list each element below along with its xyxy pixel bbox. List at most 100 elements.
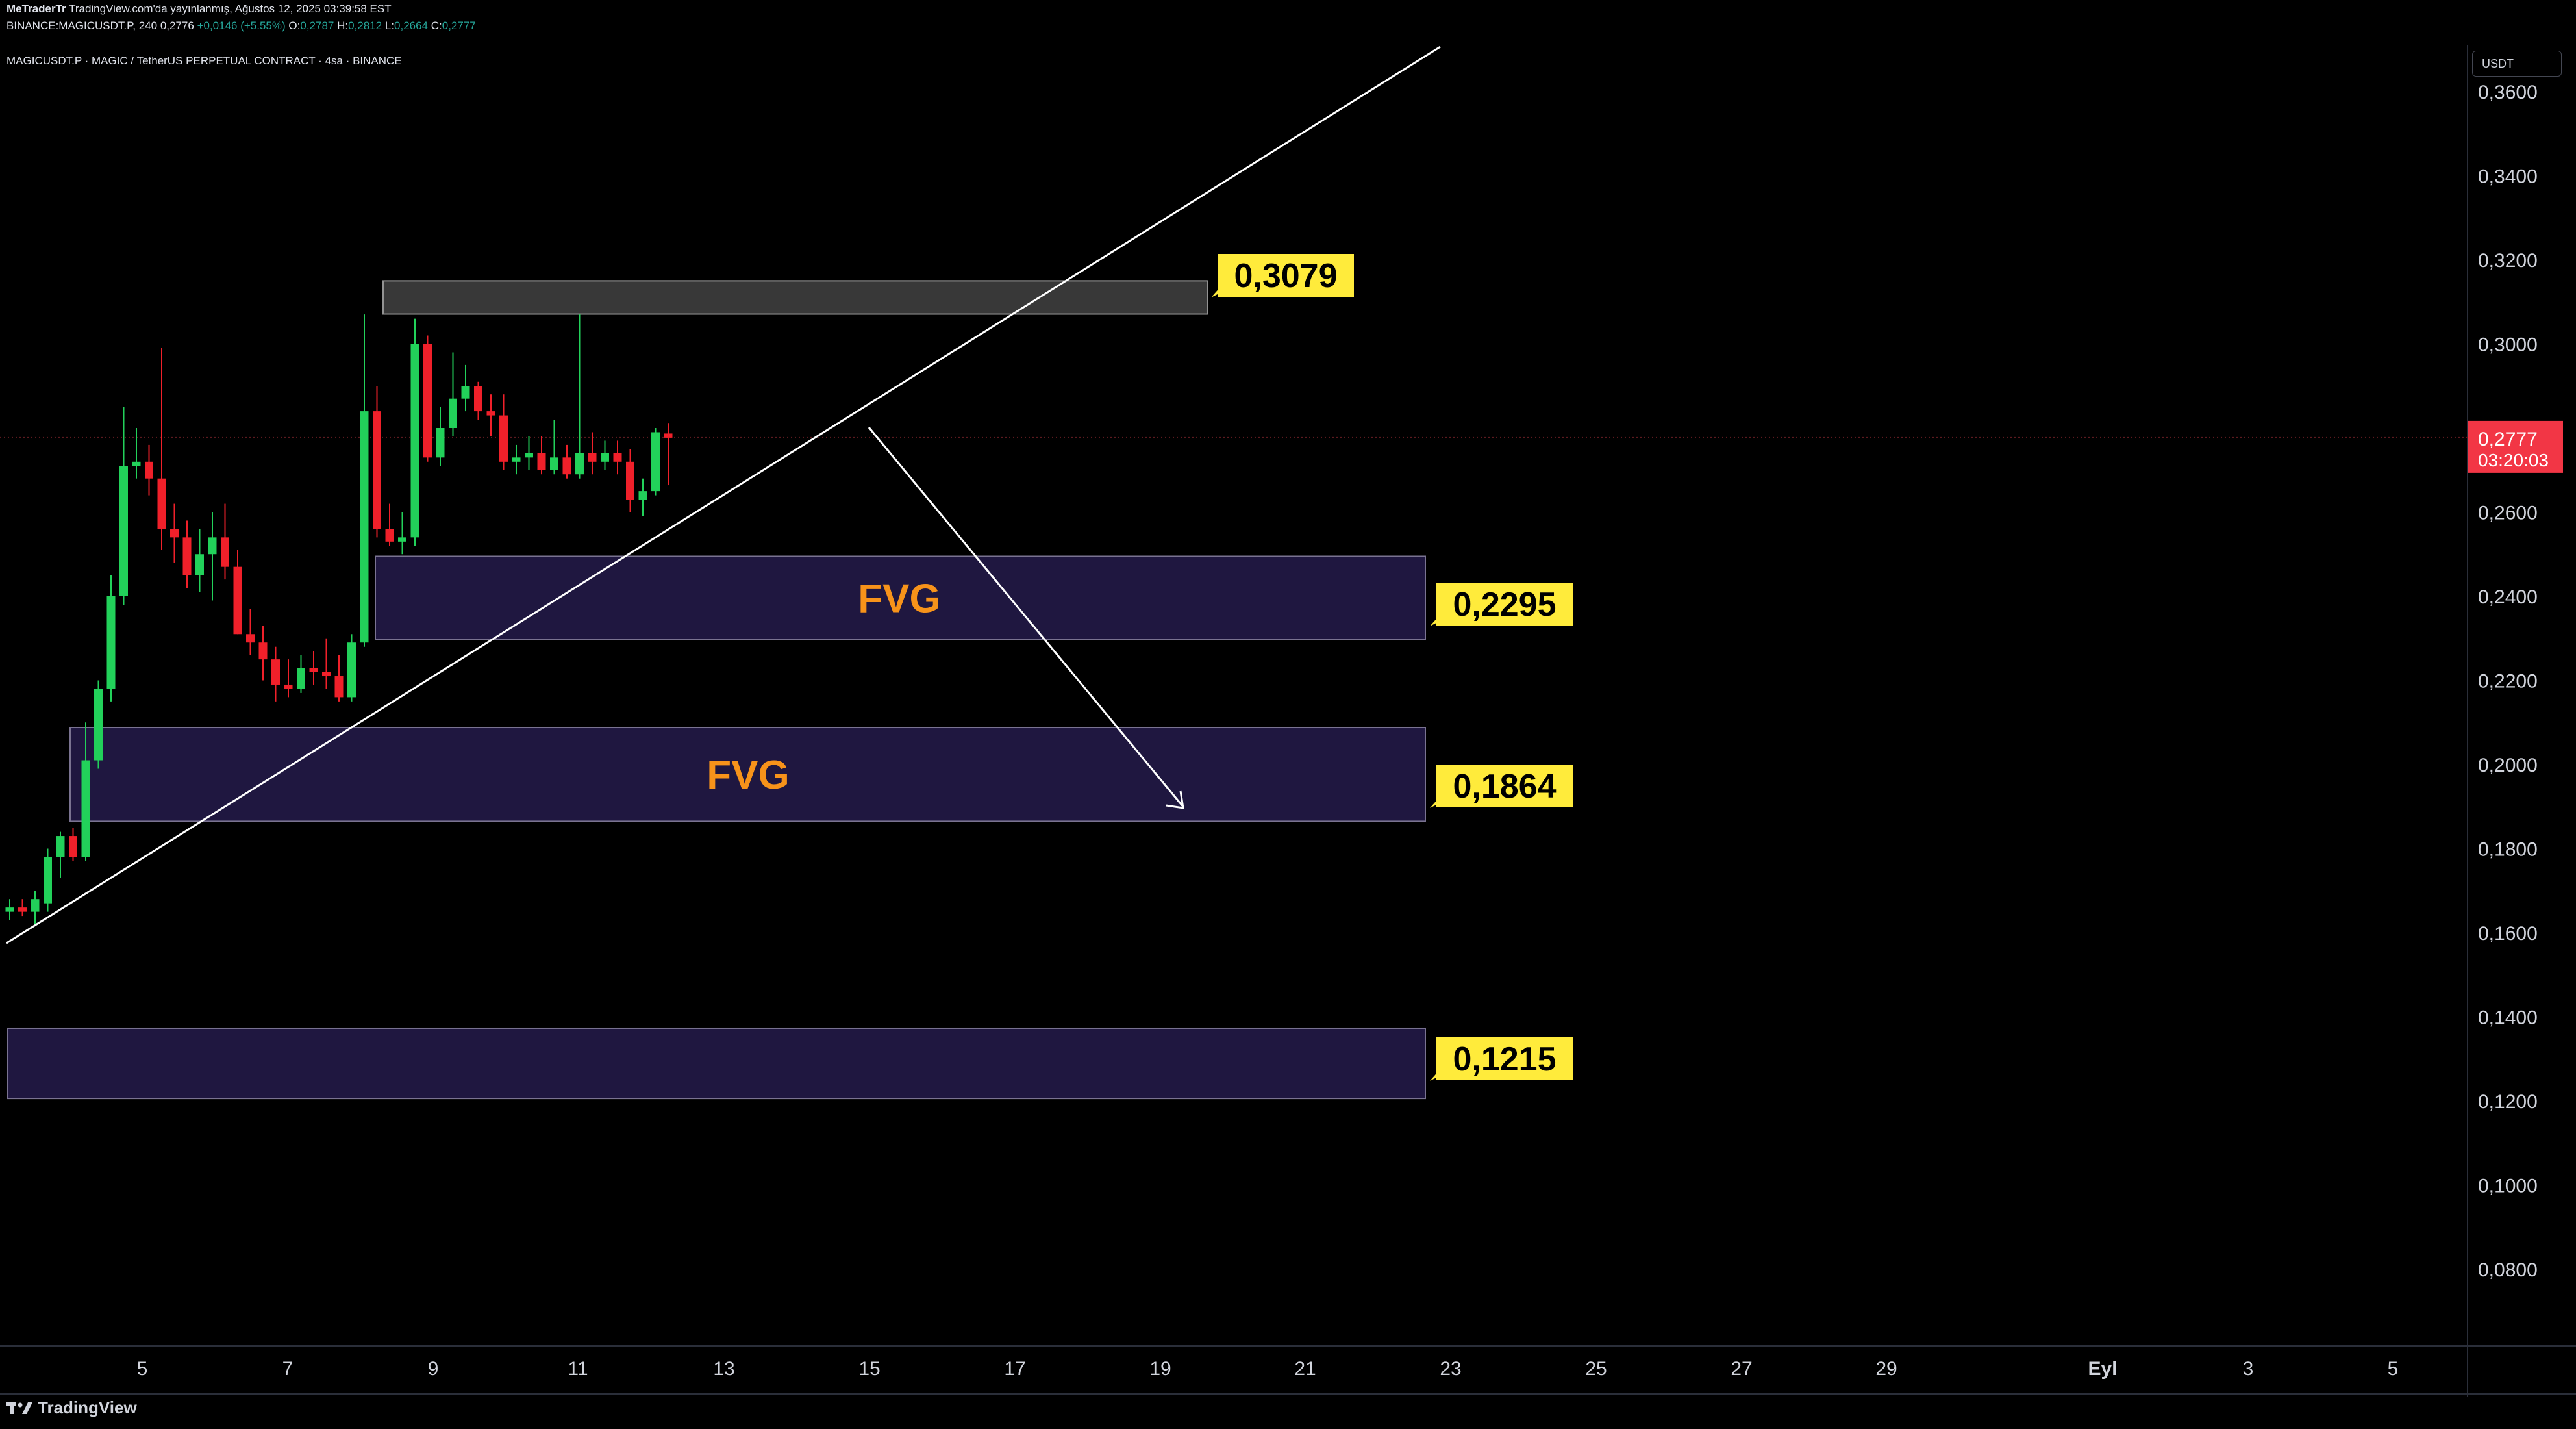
- candle: [208, 512, 217, 601]
- candle: [56, 831, 65, 878]
- candle-body: [170, 529, 179, 538]
- candle: [322, 638, 331, 689]
- candle-body: [132, 461, 141, 466]
- candle: [347, 634, 356, 702]
- candle-body: [638, 491, 647, 500]
- candle-body: [246, 634, 255, 643]
- candle-body: [31, 899, 40, 912]
- candle: [664, 423, 673, 486]
- instrument-title: MAGICUSDT.P · MAGIC / TetherUS PERPETUAL…: [6, 55, 402, 67]
- candle: [410, 318, 419, 546]
- support-zone: [7, 1027, 1426, 1100]
- price-tick-label: 0,1600: [2478, 923, 2538, 944]
- candle: [562, 444, 571, 479]
- candle-body: [525, 453, 533, 458]
- candle: [18, 899, 27, 917]
- close-value: 0,2777: [442, 19, 476, 32]
- resistance-label-text: 0,3079: [1234, 257, 1337, 295]
- candle: [271, 646, 280, 702]
- candle: [398, 512, 406, 555]
- candle-body: [562, 457, 571, 475]
- publish-line: MeTraderTr TradingView.com'da yayınlanmı…: [6, 3, 392, 16]
- fvg-upper-label-text: 0,2295: [1453, 586, 1556, 624]
- candle-body: [195, 554, 204, 575]
- date-tick-label: 7: [282, 1358, 294, 1380]
- candle-body: [410, 344, 419, 538]
- candle-body: [664, 433, 673, 438]
- candle-body: [373, 411, 381, 529]
- fvg-lower-label-text: 0,1864: [1453, 768, 1556, 805]
- candle: [170, 503, 179, 563]
- price-tick-label: 0,3600: [2478, 82, 2538, 103]
- candle-body: [550, 457, 558, 470]
- candle-body: [322, 672, 331, 677]
- last-price: 0,2776: [160, 19, 194, 32]
- date-tick-label: 15: [858, 1358, 880, 1380]
- candle-body: [512, 457, 521, 462]
- currency-selector[interactable]: USDT: [2472, 51, 2562, 77]
- open-value: 0,2787: [300, 19, 334, 32]
- date-tick-label: 5: [2388, 1358, 2399, 1380]
- candle-body: [81, 760, 90, 857]
- candle: [436, 407, 445, 466]
- candle-body: [18, 907, 27, 912]
- symbol-ohlc-line: BINANCE:MAGICUSDT.P, 240 0,2776 +0,0146 …: [6, 19, 476, 32]
- price-tick-label: 0,0800: [2478, 1259, 2538, 1281]
- price-tick-label: 0,1400: [2478, 1007, 2538, 1029]
- candle-body: [106, 596, 116, 689]
- candle: [601, 440, 609, 470]
- date-tick-label: 9: [428, 1358, 439, 1380]
- candle: [512, 444, 521, 475]
- candle-body: [119, 466, 128, 596]
- candle: [360, 314, 369, 647]
- date-tick-label: 5: [137, 1358, 148, 1380]
- tradingview-logo[interactable]: TradingView: [6, 1398, 137, 1418]
- candle: [385, 503, 394, 546]
- candle: [145, 444, 153, 496]
- price-tick-label: 0,2400: [2478, 587, 2538, 608]
- candle: [132, 428, 141, 479]
- candle-body: [208, 537, 217, 555]
- date-tick-label: 27: [1731, 1358, 1752, 1380]
- candle: [233, 550, 242, 635]
- candle-body: [347, 642, 356, 698]
- candle-body: [360, 411, 369, 643]
- candle: [157, 348, 166, 550]
- candle: [94, 680, 103, 769]
- candle: [69, 828, 77, 861]
- candle: [5, 899, 14, 920]
- candle: [537, 436, 546, 475]
- date-tick-label: 25: [1585, 1358, 1607, 1380]
- fvg-lower-label: 0,1864: [1430, 765, 1573, 808]
- projection-arrow-head: [1166, 790, 1184, 809]
- price-tick-label: 0,3400: [2478, 166, 2538, 188]
- candle: [575, 314, 584, 479]
- date-tick-label: 17: [1004, 1358, 1025, 1380]
- date-tick-label: 21: [1294, 1358, 1316, 1380]
- candle-body: [44, 857, 52, 904]
- date-tick-label: Eyl: [2088, 1358, 2117, 1380]
- price-tick-label: 0,2200: [2478, 671, 2538, 692]
- fvg-lower-zone: [69, 727, 1426, 822]
- current-price-badge-bg: [2468, 420, 2563, 473]
- candle: [613, 440, 622, 475]
- candle-body: [575, 453, 584, 475]
- candle: [297, 655, 305, 693]
- candle-body: [436, 428, 445, 458]
- candle-body: [651, 432, 660, 492]
- price-tick-label: 0,3000: [2478, 335, 2538, 356]
- candle: [651, 428, 660, 496]
- publisher-name: MeTraderTr: [6, 3, 66, 15]
- candle: [284, 659, 293, 698]
- candle-body: [221, 537, 229, 567]
- price-tick-label: 0,1200: [2478, 1091, 2538, 1113]
- candle: [119, 407, 128, 605]
- support-label-text: 0,1215: [1453, 1041, 1556, 1078]
- date-tick-label: 11: [568, 1358, 588, 1380]
- candle-body: [258, 642, 268, 660]
- candle-body: [537, 453, 546, 470]
- price-change: +0,0146 (+5.55%): [197, 19, 286, 32]
- candle-body: [182, 537, 192, 575]
- candle-body: [309, 668, 318, 672]
